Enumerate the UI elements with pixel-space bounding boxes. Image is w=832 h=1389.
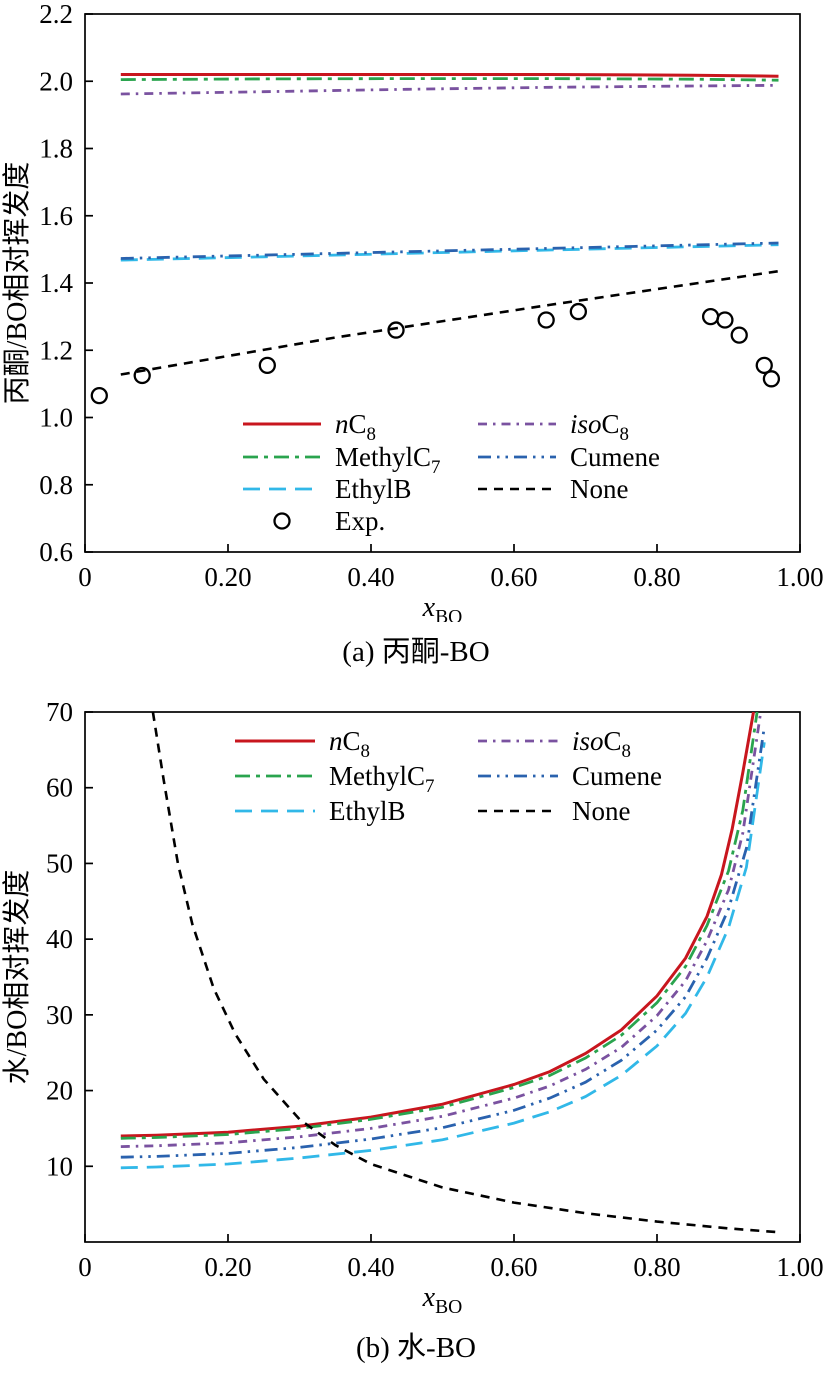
svg-text:0.60: 0.60: [490, 562, 537, 592]
svg-text:2.0: 2.0: [39, 66, 73, 96]
svg-text:nC8: nC8: [329, 726, 370, 762]
svg-text:0.20: 0.20: [204, 562, 251, 592]
svg-text:isoC8: isoC8: [570, 409, 629, 445]
caption-b: (b) 水-BO: [355, 1332, 476, 1364]
svg-text:0: 0: [78, 1252, 92, 1282]
svg-text:0.80: 0.80: [633, 562, 680, 592]
svg-text:isoC8: isoC8: [572, 726, 631, 762]
chart-water-bo-relative-volatility: 0 0.20 0.40 0.60 0.80 1.00 10 20 30 40 50 60 70 水/BO相…: [1, 697, 824, 1318]
svg-text:None: None: [570, 474, 628, 504]
svg-text:MethylC7: MethylC7: [329, 761, 434, 797]
svg-text:nC8: nC8: [335, 409, 376, 445]
svg-text:xBO: xBO: [422, 1282, 463, 1318]
svg-text:1.6: 1.6: [39, 201, 73, 231]
svg-text:0.60: 0.60: [490, 1252, 537, 1282]
svg-text:Exp.: Exp.: [335, 506, 385, 536]
svg-text:1.2: 1.2: [39, 335, 73, 365]
svg-text:MethylC7: MethylC7: [335, 442, 440, 478]
svg-text:10: 10: [46, 1151, 73, 1181]
svg-text:50: 50: [46, 848, 73, 878]
figure-acetone-bo: 0 0.20 0.40 0.60 0.80 1.00 0.6 0.8 1.0 1.2 1.4 1.6 1…: [0, 0, 832, 670]
svg-text:60: 60: [46, 773, 73, 803]
svg-text:40: 40: [46, 924, 73, 954]
svg-text:0.80: 0.80: [633, 1252, 680, 1282]
svg-text:0.8: 0.8: [39, 470, 73, 500]
svg-text:2.2: 2.2: [39, 0, 73, 29]
figure-water-bo: 0 0.20 0.40 0.60 0.80 1.00 10 20 30 40 50 60 70 水/BO相…: [0, 684, 832, 1366]
svg-text:xBO: xBO: [422, 592, 463, 622]
svg-text:0.40: 0.40: [347, 562, 394, 592]
svg-text:None: None: [572, 796, 630, 826]
caption-a: (a) 丙酮-BO: [342, 636, 490, 668]
chart-acetone-bo-relative-volatility: 0 0.20 0.40 0.60 0.80 1.00 0.6 0.8 1.0 1.2 1.4 1.6 1…: [1, 0, 824, 622]
svg-text:EthylB: EthylB: [329, 796, 406, 826]
svg-text:1.00: 1.00: [776, 562, 823, 592]
svg-text:丙酮/BO相对挥发度: 丙酮/BO相对挥发度: [1, 162, 33, 405]
svg-text:70: 70: [46, 697, 73, 727]
svg-text:Cumene: Cumene: [570, 442, 660, 472]
svg-text:EthylB: EthylB: [335, 474, 412, 504]
svg-text:0.20: 0.20: [204, 1252, 251, 1282]
svg-text:Cumene: Cumene: [572, 761, 662, 791]
svg-text:1.4: 1.4: [39, 268, 73, 298]
svg-text:1.00: 1.00: [776, 1252, 823, 1282]
svg-text:20: 20: [46, 1076, 73, 1106]
svg-text:1.0: 1.0: [39, 403, 73, 433]
svg-text:水/BO相对挥发度: 水/BO相对挥发度: [1, 870, 33, 1085]
svg-text:0: 0: [78, 562, 92, 592]
svg-text:1.8: 1.8: [39, 134, 73, 164]
svg-text:30: 30: [46, 1000, 73, 1030]
svg-text:0.6: 0.6: [39, 537, 73, 567]
svg-text:0.40: 0.40: [347, 1252, 394, 1282]
